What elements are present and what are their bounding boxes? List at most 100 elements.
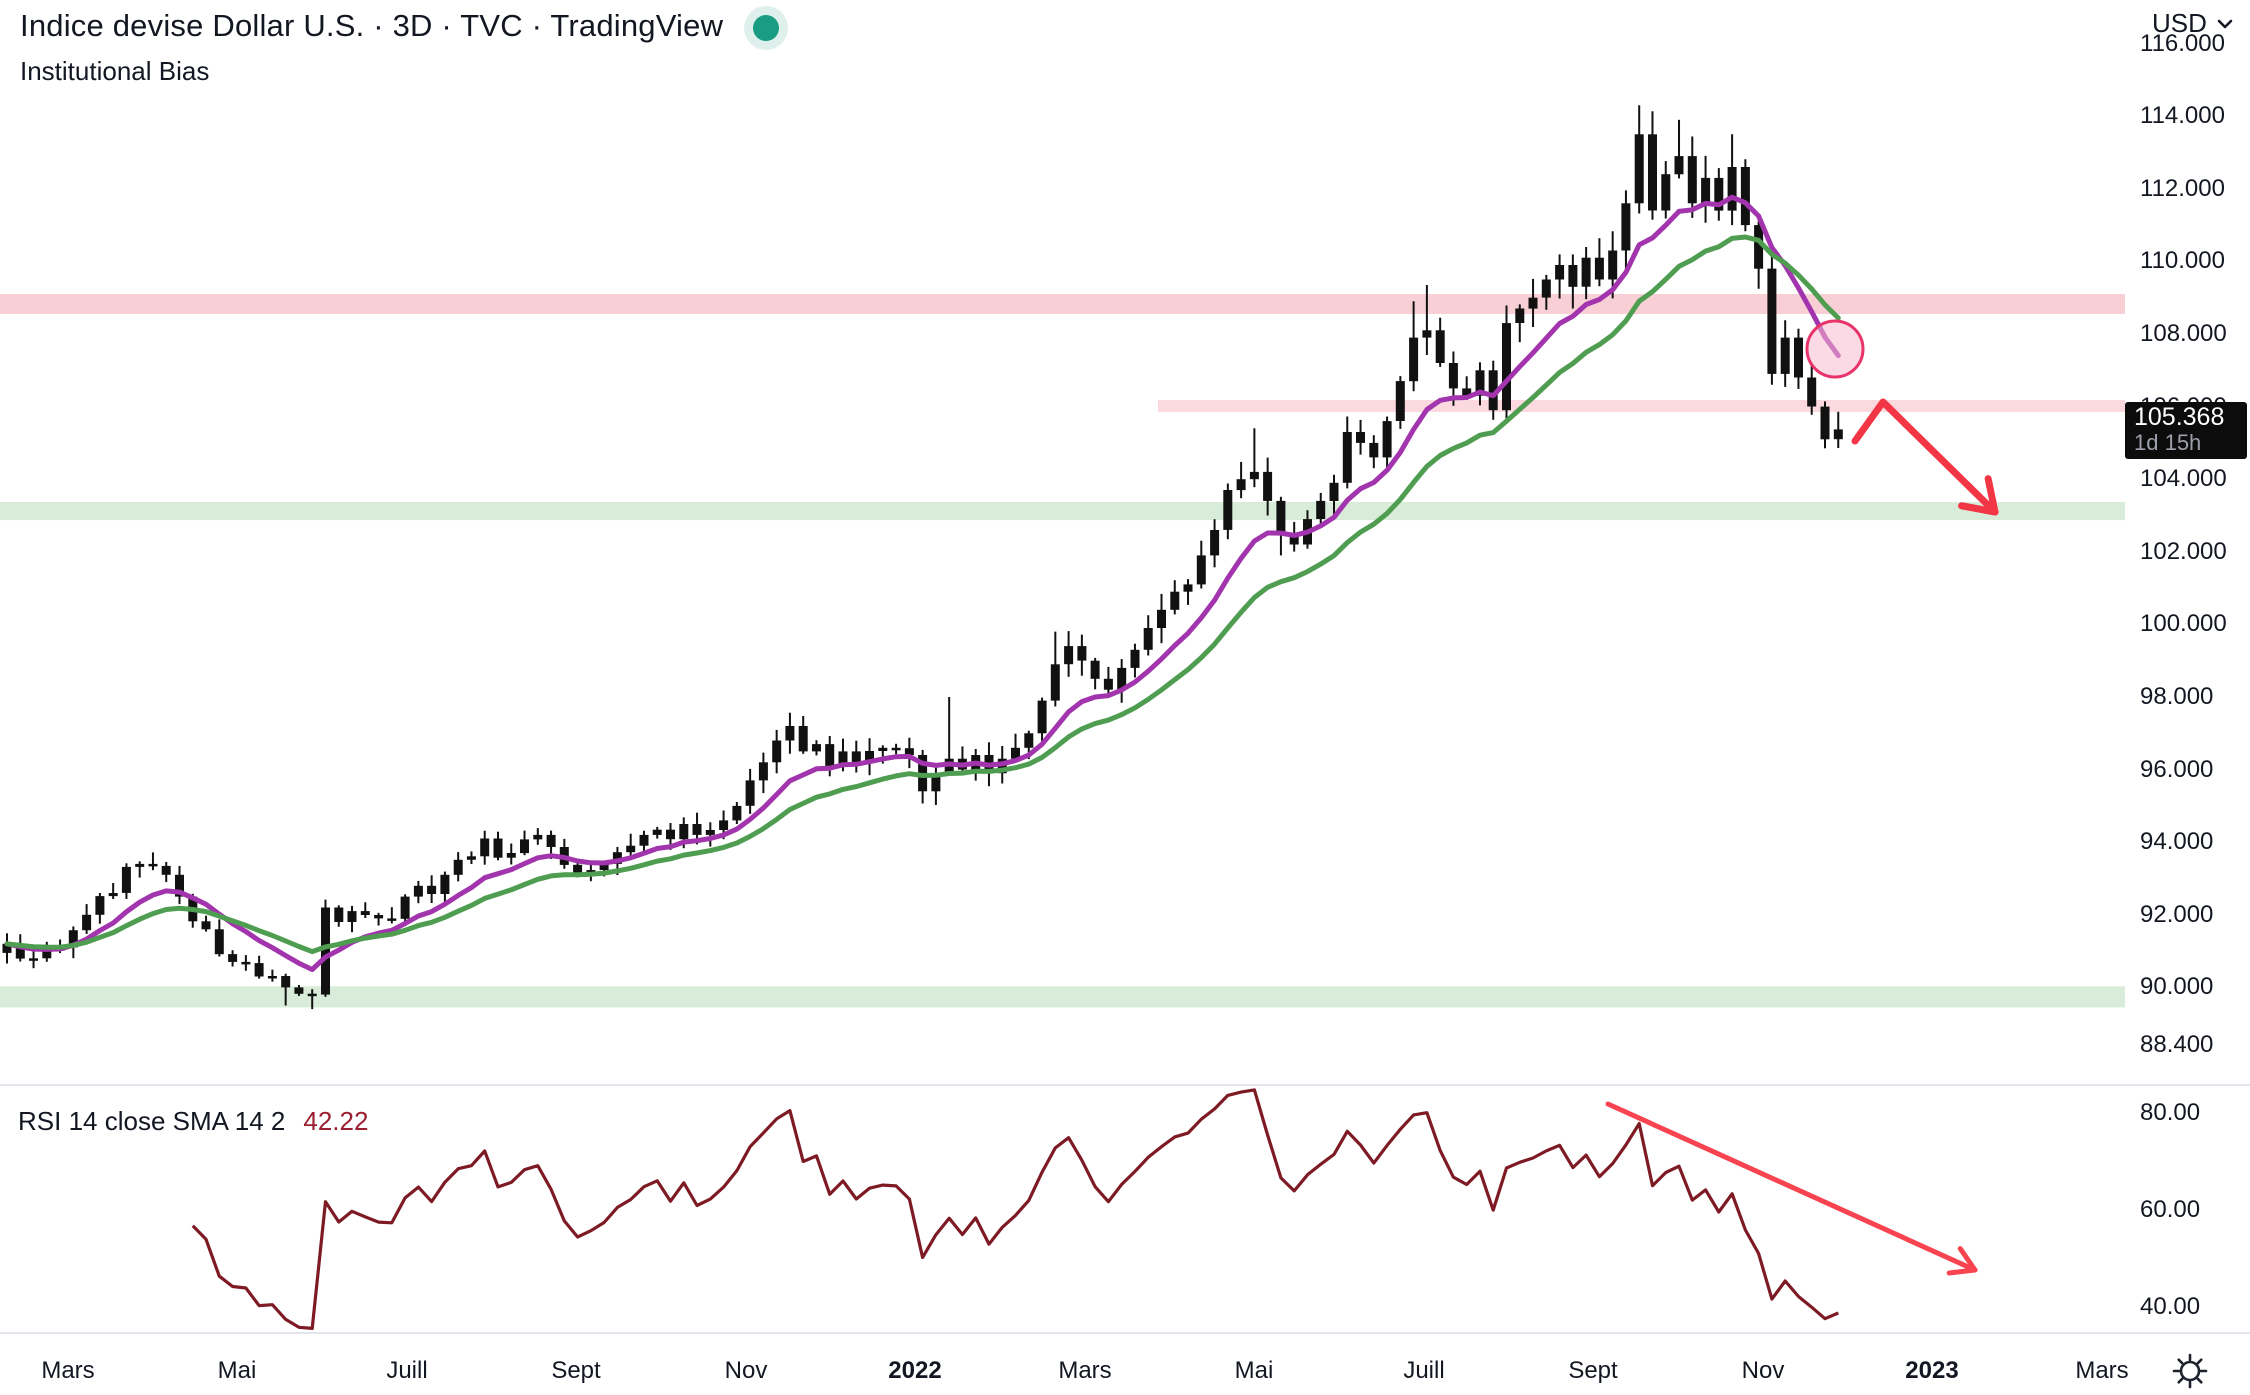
price-tick-label: 102.000 xyxy=(2140,537,2227,565)
price-down-arrow[interactable] xyxy=(1851,398,1999,516)
candle-body xyxy=(161,865,171,875)
sun-icon[interactable] xyxy=(2168,1349,2212,1393)
price-tick-label: 110.000 xyxy=(2140,247,2225,275)
candle-body xyxy=(148,863,158,867)
candle-body xyxy=(214,929,224,955)
price-tick-label: 94.000 xyxy=(2140,828,2214,856)
candle-body xyxy=(1050,664,1060,701)
time-label-year: 2023 xyxy=(1905,1357,1959,1384)
market-status-icon[interactable] xyxy=(744,6,788,50)
candle-body xyxy=(1661,174,1671,211)
price-down-arrowhead xyxy=(1958,502,1999,516)
projection-circle-annotation[interactable] xyxy=(1805,319,1865,379)
candle-body xyxy=(1807,377,1817,407)
rsi-down-arrowhead xyxy=(1946,1267,1978,1276)
candle-body xyxy=(1170,591,1180,610)
candle-body xyxy=(1541,279,1551,298)
price-tick-label: 98.000 xyxy=(2140,683,2214,710)
candle-body xyxy=(1196,555,1206,585)
candle-body xyxy=(1130,649,1140,668)
candle-body xyxy=(1754,225,1764,269)
candle-body xyxy=(1037,700,1047,734)
candle-body xyxy=(1329,482,1339,501)
candle-body xyxy=(1422,330,1432,338)
time-label-month: Juill xyxy=(1403,1357,1445,1384)
candle-body xyxy=(1767,268,1777,374)
candle-body xyxy=(1409,337,1419,382)
candle-body xyxy=(1581,257,1591,287)
candle-body xyxy=(1011,747,1020,759)
currency-selector[interactable]: USD xyxy=(2152,8,2236,39)
candle-body xyxy=(546,834,556,847)
time-label-month: Mai xyxy=(217,1357,257,1384)
candle-body xyxy=(480,838,490,857)
candle-body xyxy=(865,751,874,763)
candle-body xyxy=(758,762,768,781)
candle-body xyxy=(1223,490,1233,530)
candle-body xyxy=(493,838,503,858)
price-tick-label: 112.000 xyxy=(2140,174,2225,202)
candle-body xyxy=(838,751,848,766)
candle-body xyxy=(1356,432,1365,443)
candle-body xyxy=(241,961,251,965)
rsi-down-arrow[interactable] xyxy=(1605,1101,1978,1273)
rsi-pane[interactable] xyxy=(0,1085,2125,1332)
candle-body xyxy=(573,864,583,875)
candle-body xyxy=(82,914,92,931)
candle-body xyxy=(1714,177,1724,211)
candle-body xyxy=(626,845,636,853)
candle-body xyxy=(599,863,609,870)
candle-body xyxy=(294,987,304,994)
candle-body xyxy=(785,726,795,741)
last-price-badge: 105.368 1d 15h xyxy=(2125,402,2247,459)
candle-body xyxy=(639,834,649,846)
candle-body xyxy=(1103,678,1113,690)
candle-body xyxy=(400,896,410,919)
candle-body xyxy=(175,874,184,897)
candle-body xyxy=(1528,297,1538,309)
candle-body xyxy=(931,773,941,792)
candle-body xyxy=(1143,628,1153,650)
candle-body xyxy=(798,726,808,752)
candle-body xyxy=(2,943,12,953)
candle-body xyxy=(1117,667,1127,690)
time-label-month: Sept xyxy=(1568,1357,1618,1384)
pane-divider[interactable] xyxy=(0,1084,2250,1086)
candle-body xyxy=(1634,134,1644,204)
candle-body xyxy=(1687,156,1697,204)
candle-body xyxy=(281,976,291,988)
main-chart[interactable] xyxy=(0,0,2125,1085)
rsi-tick-label: 60.00 xyxy=(2140,1196,2201,1223)
candle-body xyxy=(745,780,755,806)
candle-body xyxy=(1820,406,1830,440)
time-label-month: Mars xyxy=(41,1357,95,1384)
candle-body xyxy=(1064,646,1074,665)
time-label-month: Mars xyxy=(2075,1357,2129,1384)
candle-body xyxy=(360,911,370,915)
candle-body xyxy=(520,839,529,854)
candle-body xyxy=(1435,330,1445,363)
candle-body xyxy=(812,744,821,752)
candle-body xyxy=(1077,646,1087,661)
last-price-value: 105.368 xyxy=(2134,403,2225,431)
candle-body xyxy=(121,866,131,893)
candle-body xyxy=(68,930,78,948)
candle-body xyxy=(1794,337,1803,378)
candle-body xyxy=(15,943,25,959)
candle-body xyxy=(851,751,861,763)
zone-resistance-1 xyxy=(1158,400,2125,412)
candle-body xyxy=(1183,584,1193,592)
zone-support-2 xyxy=(0,502,2125,521)
candle-body xyxy=(1502,323,1511,411)
rsi-indicator-label[interactable]: RSI 14 close SMA 14 2 42.22 xyxy=(18,1106,368,1137)
candle-body xyxy=(1210,530,1220,556)
rsi-line xyxy=(191,1088,1839,1330)
candle-body xyxy=(228,954,238,962)
candle-body xyxy=(1369,442,1379,458)
time-label-year: 2022 xyxy=(888,1357,942,1384)
candle-body xyxy=(1475,370,1485,396)
ma-line-ema18 xyxy=(4,234,1841,955)
time-label-month: Juill xyxy=(386,1357,428,1384)
candle-body xyxy=(1701,177,1711,204)
price-tick-label: 108.000 xyxy=(2140,320,2227,347)
